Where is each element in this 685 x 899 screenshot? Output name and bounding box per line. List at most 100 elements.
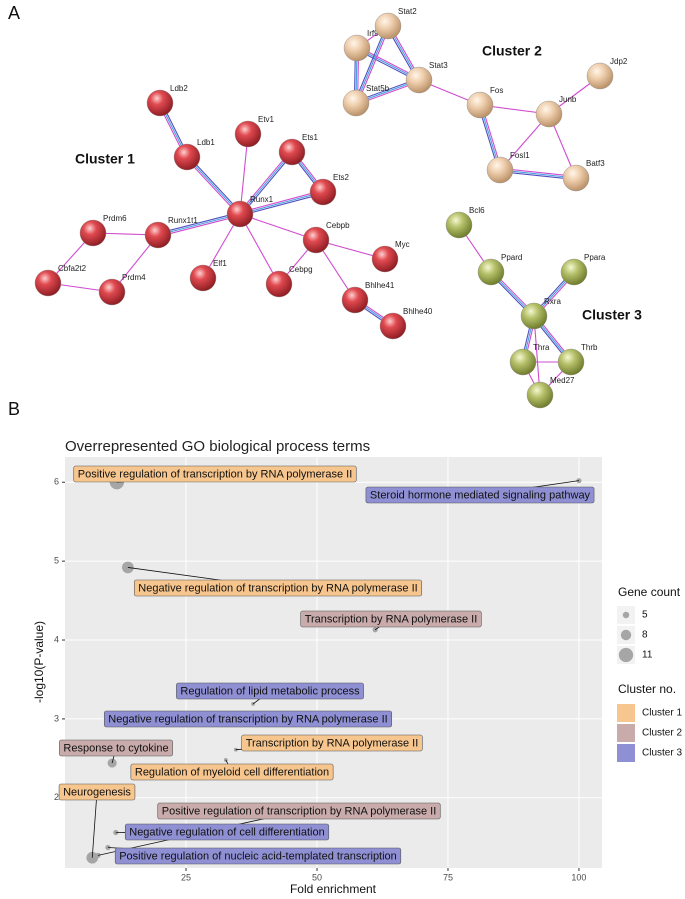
label-box <box>176 682 364 700</box>
x-tick-label: 75 <box>443 872 453 882</box>
legend-label: Cluster 2 <box>642 728 682 739</box>
legend-title: Gene count <box>618 585 681 599</box>
label-box <box>365 486 595 504</box>
node <box>226 200 254 228</box>
y-tick-label: 2 <box>54 792 59 802</box>
x-tick-label: 25 <box>181 872 191 882</box>
point-label: Regulation of lipid metabolic process <box>176 682 364 700</box>
edge <box>239 133 249 215</box>
point-label: Positive regulation of transcription by … <box>73 465 357 483</box>
label-text: Positive regulation of transcription by … <box>162 805 437 817</box>
legend-title: Cluster no. <box>618 682 676 696</box>
y-tick-label: 4 <box>54 634 59 644</box>
label-text: Response to cytokine <box>63 742 168 754</box>
point-label: Regulation of myeloid cell differentiati… <box>130 763 334 781</box>
point-label: Response to cytokine <box>59 739 173 757</box>
y-tick-label: 5 <box>54 556 59 566</box>
label-box <box>157 802 441 820</box>
edge <box>240 152 294 216</box>
node-label: Runx1t1 <box>168 216 198 225</box>
y-axis-title: -log10(P-value) <box>32 621 46 703</box>
node <box>486 156 514 184</box>
legend-label: 11 <box>642 650 653 661</box>
edge <box>354 25 388 103</box>
node <box>342 89 370 117</box>
cluster-label: Cluster 1 <box>75 151 135 167</box>
legend-label: 5 <box>642 610 648 621</box>
node-label: Bhlhe40 <box>403 307 433 316</box>
node <box>374 12 402 40</box>
node-label: Stat5b <box>366 84 390 93</box>
node-label: Thra <box>533 343 550 352</box>
node-label: Irf9 <box>367 29 379 38</box>
node <box>98 278 126 306</box>
node-label: Runx1 <box>250 195 274 204</box>
point-label: Positive regulation of transcription by … <box>157 802 441 820</box>
node-label: Junb <box>559 95 577 104</box>
node-label: Bcl6 <box>469 206 485 215</box>
edge <box>157 211 240 234</box>
node-label: Cbfa2t2 <box>58 264 87 273</box>
label-box <box>114 847 402 865</box>
node-label: Etv1 <box>258 115 275 124</box>
node-label: Rxra <box>544 297 561 306</box>
plot-area: 25 50 75 100 2 3 4 5 6 Positive regulation of tra… <box>54 457 602 882</box>
node-label: Thrb <box>581 343 598 352</box>
node-label: Fos <box>490 86 503 95</box>
label-box <box>73 465 357 483</box>
node <box>278 138 306 166</box>
point-label: Transcription by RNA polymerase II <box>241 734 423 752</box>
node <box>371 245 399 273</box>
edge <box>157 213 241 236</box>
x-tick-label: 100 <box>571 872 586 882</box>
node <box>520 302 548 330</box>
node-label: Prdm4 <box>122 273 146 282</box>
network: Ldb2 Ldb1 Etv1 Ets1 Ets2 Runx1 Runx1t1 Prdm6 Cbf… <box>34 7 628 409</box>
leader-line <box>91 791 98 858</box>
data-point <box>372 627 378 633</box>
label-text: Negative regulation of transcription by … <box>138 582 417 594</box>
node-label: Ldb1 <box>197 138 215 147</box>
node <box>341 286 369 314</box>
label-box <box>124 823 330 841</box>
node <box>526 381 554 409</box>
panel-label: B <box>8 399 20 419</box>
label-box <box>58 783 136 801</box>
node <box>189 264 217 292</box>
node-label: Ets2 <box>333 173 350 182</box>
node-label: Cebpb <box>326 221 350 230</box>
legend-size <box>618 647 634 663</box>
node-label: Stat3 <box>429 61 448 70</box>
point-label: Negative regulation of transcription by … <box>133 579 423 597</box>
node-label: Stat2 <box>398 7 417 16</box>
node-label: Ppara <box>584 253 606 262</box>
legend-swatch <box>617 724 635 742</box>
point-label: Positive regulation of nucleic acid-temp… <box>114 847 402 865</box>
label-box <box>133 579 423 597</box>
node <box>466 91 494 119</box>
node-label: Elf1 <box>213 259 227 268</box>
node <box>302 226 330 254</box>
node <box>234 120 262 148</box>
node <box>477 258 505 286</box>
x-axis-title: Fold enrichment <box>290 882 377 896</box>
node <box>173 143 201 171</box>
legend-size <box>620 629 632 641</box>
edge <box>356 26 390 104</box>
edge <box>239 213 317 241</box>
node <box>144 221 172 249</box>
edge <box>158 215 241 238</box>
legend-swatch <box>617 744 635 762</box>
panel-label: A <box>8 3 20 23</box>
node-label: Bhlhe41 <box>365 281 395 290</box>
label-box <box>241 734 423 752</box>
label-text: Steroid hormone mediated signaling pathw… <box>370 489 591 501</box>
node <box>265 270 293 298</box>
node-label: Ppard <box>501 253 522 262</box>
point-label: Steroid hormone mediated signaling pathw… <box>365 486 595 504</box>
legend: 5 8 11 Cluster 1 Cluster 2 Cluster 3 <box>617 606 682 762</box>
node-label: Prdm6 <box>103 214 127 223</box>
node-label: Ets1 <box>302 133 319 142</box>
label-box <box>300 610 482 628</box>
label-text: Positive regulation of transcription by … <box>78 468 353 480</box>
